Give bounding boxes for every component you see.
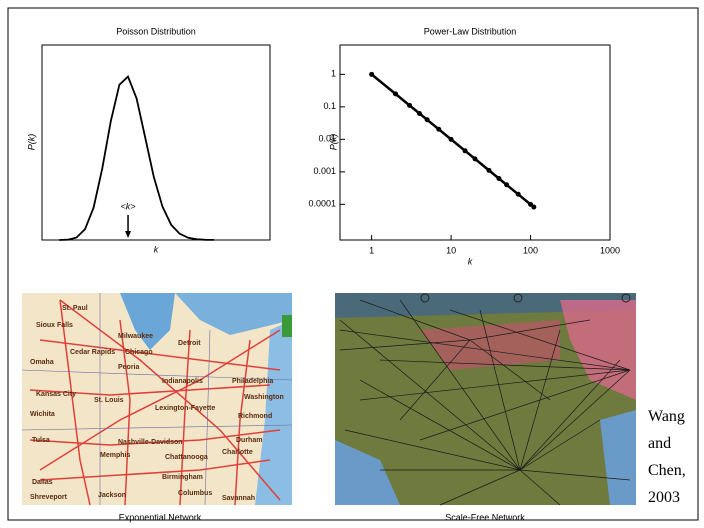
map-label: Memphis <box>100 452 130 459</box>
plot-frame <box>42 45 270 240</box>
figure-caption: Scale-Free Network <box>445 512 525 522</box>
map-label: Washington <box>244 394 284 401</box>
data-point <box>407 103 412 108</box>
data-point <box>473 156 478 161</box>
annotation: <k> <box>121 201 136 211</box>
y-tick-label: 0.1 <box>323 101 336 111</box>
data-point <box>425 117 430 122</box>
map-label: Shreveport <box>30 494 68 501</box>
data-point <box>496 176 501 181</box>
map-label: Chicago <box>125 349 153 356</box>
plot-frame <box>340 45 610 240</box>
data-line <box>59 77 214 240</box>
map-label: Peoria <box>118 364 140 371</box>
map-label: Kansas City <box>36 391 76 398</box>
map-label: Detroit <box>178 340 201 347</box>
x-axis-label: k <box>468 256 473 266</box>
map-label: Indianapolis <box>162 378 203 385</box>
chart-title: Power-Law Distribution <box>424 26 517 36</box>
map-label: St. Louis <box>94 397 124 404</box>
map-label: Richmond <box>238 413 272 420</box>
map-label: Chattanooga <box>165 454 208 461</box>
park <box>282 315 292 337</box>
x-tick-label: 10 <box>446 245 456 255</box>
map-label: St. Paul <box>62 305 88 312</box>
annotation-arrowhead <box>125 231 131 238</box>
data-point <box>486 168 491 173</box>
map-label: Durham <box>236 437 262 444</box>
map-label: Nashville-Davidson <box>118 439 183 446</box>
y-axis-label: P(k) <box>26 134 36 151</box>
data-point <box>463 148 468 153</box>
chart-title: Poisson Distribution <box>116 26 196 36</box>
map-label: Philadelphia <box>232 378 273 385</box>
data-point <box>531 205 536 210</box>
airline-map <box>335 293 636 505</box>
x-tick-label: 1 <box>369 245 374 255</box>
map-label: Wichita <box>30 411 55 418</box>
data-point <box>369 72 374 77</box>
data-point <box>436 127 441 132</box>
map-label: Dallas <box>32 479 53 486</box>
data-point <box>516 192 521 197</box>
y-tick-label: 0.0001 <box>308 199 336 209</box>
map-label: Savannah <box>222 495 255 502</box>
map-label: Charlotte <box>222 449 253 456</box>
figure: Poisson Distribution Power-Law Distribut… <box>0 0 704 528</box>
road-map: St. Paul Sioux Falls Milwaukee Detroit O… <box>22 293 292 505</box>
x-tick-label: 100 <box>523 245 538 255</box>
map-label: Jackson <box>98 492 126 499</box>
map-label: Omaha <box>30 359 54 366</box>
map-label: Birmingham <box>162 474 203 481</box>
map-label: Tulsa <box>32 437 50 444</box>
map-label: Columbus <box>178 490 212 497</box>
y-tick-label: 0.001 <box>313 166 336 176</box>
y-tick-label: 1 <box>331 69 336 79</box>
figure-page: Poisson Distribution Power-Law Distribut… <box>0 0 704 528</box>
x-axis-label: k <box>154 244 159 254</box>
data-point <box>393 91 398 96</box>
data-point <box>449 137 454 142</box>
figure-caption: Exponential Network <box>119 512 202 522</box>
map-label: Milwaukee <box>118 333 153 340</box>
y-tick-label: 0.01 <box>318 134 336 144</box>
data-point <box>417 111 422 116</box>
data-point <box>504 182 509 187</box>
map-label: Cedar Rapids <box>70 349 115 356</box>
x-tick-label: 1000 <box>600 245 620 255</box>
map-label: Lexington-Fayette <box>155 405 215 412</box>
citation: Wang and Chen, 2003 <box>648 403 700 511</box>
map-label: Sioux Falls <box>36 322 73 329</box>
